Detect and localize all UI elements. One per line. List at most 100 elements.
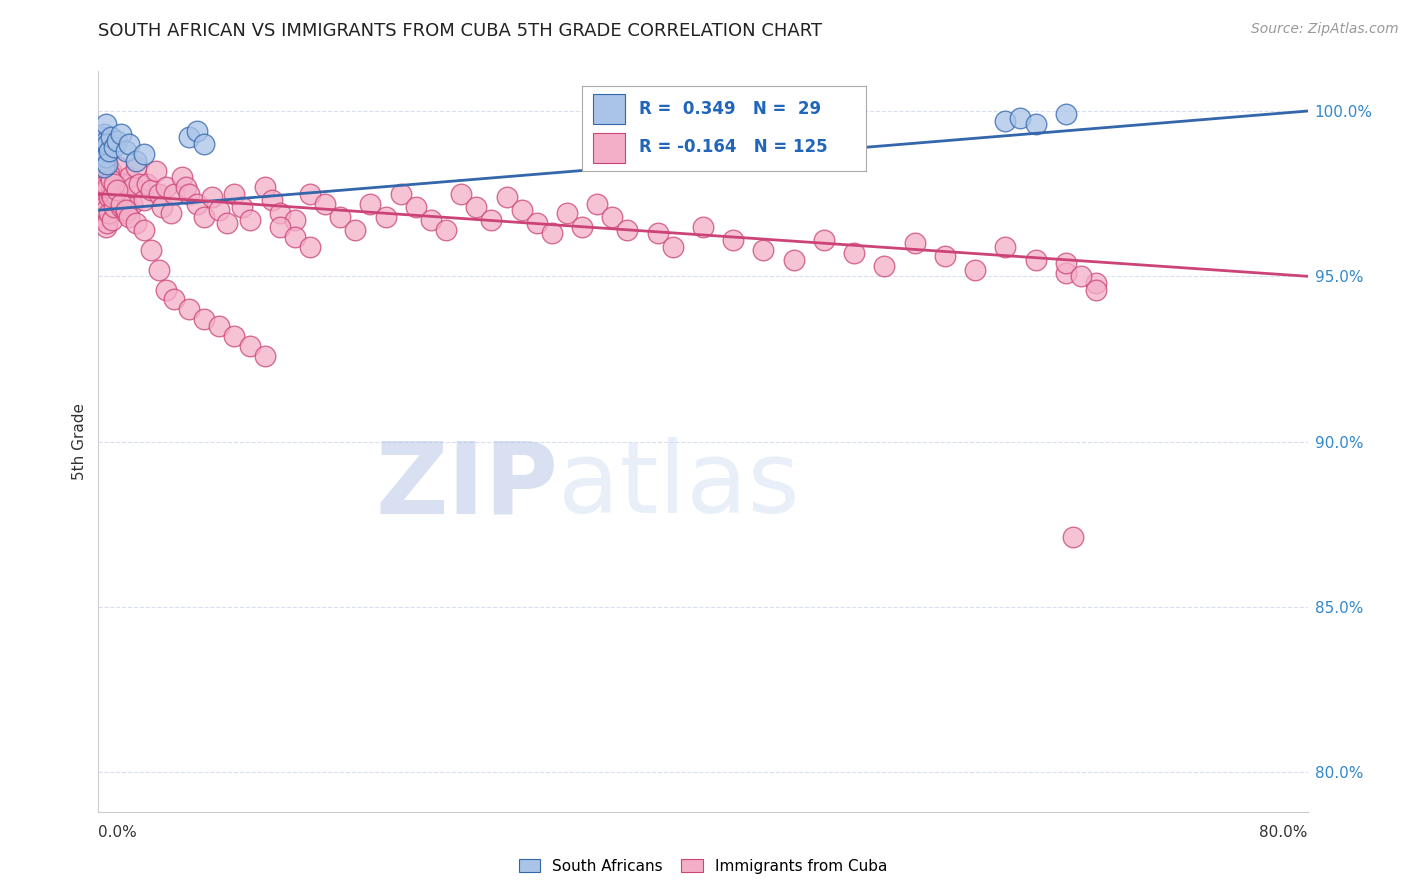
Point [103,177,125,191]
Point [1085,276,1108,290]
Point [1054,266,1077,280]
Point [374,210,396,224]
Point [122,180,145,194]
Point [148,262,170,277]
Point [723,233,745,247]
Point [208,318,231,333]
Point [1070,269,1092,284]
Point [284,229,307,244]
Point [239,213,262,227]
Point [100,130,122,145]
Point [94,160,117,174]
Point [105,183,128,197]
FancyBboxPatch shape [593,94,624,124]
Point [91,144,114,158]
Point [284,213,307,227]
Point [571,219,593,234]
Point [783,252,806,267]
Point [163,293,186,307]
Point [420,213,443,227]
Point [269,219,291,234]
Point [752,243,775,257]
Point [93,200,115,214]
Point [93,170,115,185]
Point [994,114,1017,128]
Point [224,186,246,201]
Text: Source: ZipAtlas.com: Source: ZipAtlas.com [1251,22,1399,37]
Point [98,167,121,181]
Point [90,183,112,197]
Point [93,127,115,141]
Point [100,163,122,178]
Point [98,206,121,220]
Legend: South Africans, Immigrants from Cuba: South Africans, Immigrants from Cuba [513,853,893,880]
Point [1024,117,1046,131]
Text: 0.0%: 0.0% [98,825,138,840]
Point [231,200,253,214]
Point [160,206,183,220]
Y-axis label: 5th Grade: 5th Grade [72,403,87,480]
Point [269,206,291,220]
Point [100,186,122,201]
Point [110,200,132,214]
Point [115,196,138,211]
Point [141,243,163,257]
Point [141,183,163,197]
Point [112,186,135,201]
Point [1054,107,1077,121]
Point [389,186,412,201]
Point [93,144,115,158]
Point [128,177,150,191]
Point [94,177,117,191]
Point [329,210,352,224]
Point [125,153,148,168]
Point [555,206,578,220]
Text: atlas: atlas [558,437,800,534]
Point [110,196,132,211]
Point [262,194,284,208]
Point [93,153,115,168]
Point [135,177,157,191]
Point [813,233,835,247]
Point [253,180,276,194]
Point [616,223,638,237]
Point [145,163,167,178]
Point [344,223,367,237]
Point [150,200,173,214]
Point [994,239,1017,253]
Point [1062,530,1084,544]
Point [103,200,125,214]
Point [101,213,124,227]
Point [1024,252,1046,267]
Point [163,186,186,201]
Point [94,150,117,164]
Point [692,219,714,234]
Point [96,183,118,197]
Point [434,223,457,237]
Point [647,117,669,131]
Point [110,127,132,141]
Point [208,203,231,218]
Point [224,328,246,343]
Point [170,170,193,185]
Point [215,216,238,230]
Point [91,210,114,224]
Point [114,203,136,218]
Text: R =  0.349   N =  29: R = 0.349 N = 29 [638,100,821,118]
Point [107,160,129,174]
Point [844,246,866,260]
FancyBboxPatch shape [593,133,624,163]
Point [631,124,654,138]
Point [239,339,262,353]
Point [132,194,155,208]
Point [96,157,118,171]
Point [526,216,548,230]
Point [91,130,114,145]
Point [602,210,624,224]
Point [253,349,276,363]
Point [94,203,117,218]
Point [105,190,128,204]
Point [125,216,148,230]
Point [465,200,488,214]
Point [360,196,382,211]
